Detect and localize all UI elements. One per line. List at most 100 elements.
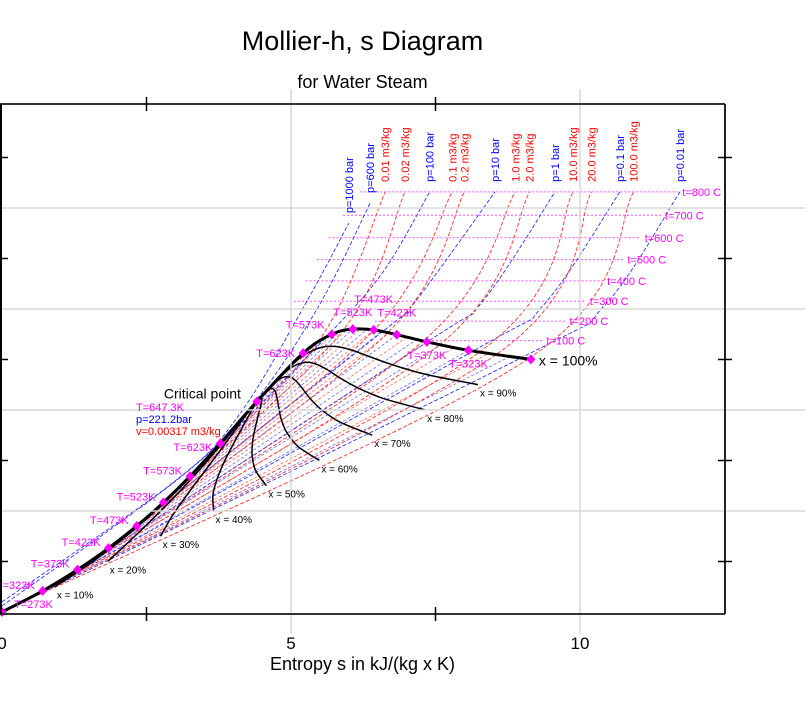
x-tick-label: 0: [0, 634, 7, 653]
quality-line: [256, 387, 320, 462]
quality-line: [160, 401, 258, 537]
saturated-vapor-label: T=423K: [377, 308, 416, 320]
chart-title: Mollier-h, s Diagram: [241, 26, 484, 56]
isobar-line: [1, 222, 350, 603]
saturated-liquid-label: T=423K: [62, 537, 101, 549]
isochore-line: [10, 191, 635, 609]
isochore-label: 20.0 m3/kg: [587, 127, 599, 181]
saturated-liquid-marker: [132, 520, 142, 531]
saturated-liquid-marker: [185, 471, 195, 482]
saturated-liquid-label: T=373K: [31, 559, 70, 571]
isochore-label: 0.01 m3/kg: [380, 127, 392, 181]
saturated-liquid-marker: [215, 438, 225, 449]
quality-line: [251, 397, 268, 487]
isotherm-label: t=700 C: [665, 210, 704, 222]
saturated-liquid-marker: [158, 497, 168, 508]
saturated-vapor-marker: [348, 324, 358, 335]
saturated-liquid-label: T=623K: [174, 442, 213, 454]
vapor-line-label: x = 100%: [539, 352, 598, 368]
isochore-label: 0.02 m3/kg: [400, 127, 412, 181]
isobar-line: [125, 191, 496, 536]
isochore-label: 0.2 m3/kg: [459, 134, 471, 182]
isobar-label: p=0.1 bar: [615, 135, 627, 182]
saturated-vapor-marker: [298, 348, 308, 359]
quality-label: x = 30%: [163, 540, 200, 551]
wet-isoline: [77, 341, 428, 571]
isotherm-label: t=100 C: [546, 336, 585, 348]
wet-isoline: [87, 339, 418, 563]
quality-label: x = 70%: [374, 439, 411, 450]
saturated-vapor-label: T=323K: [449, 358, 488, 370]
quality-line: [256, 376, 373, 436]
isotherm-label: t=500 C: [627, 255, 666, 267]
isochore-label: 2.0 m3/kg: [525, 134, 537, 182]
x-tick-label: 10: [571, 634, 590, 653]
isotherm-label: t=300 C: [590, 296, 629, 308]
isobar-line: [39, 191, 621, 594]
critical-temperature-label: T=647.3K: [136, 402, 185, 414]
quality-label: x = 80%: [427, 414, 464, 425]
isochore-label: 10.0 m3/kg: [568, 127, 580, 181]
isochore-line: [42, 191, 574, 592]
saturated-vapor-label: T=473K: [354, 294, 393, 306]
isotherm-label: t=600 C: [645, 233, 684, 245]
saturated-vapor-label: T=623K: [256, 348, 295, 360]
isochore-line: [122, 191, 465, 538]
isobar-label: p=100 bar: [425, 132, 437, 182]
isobar-label: p=10 bar: [490, 138, 502, 182]
isochore-label: 0.1 m3/kg: [447, 134, 459, 182]
saturated-vapor-label: T=523K: [333, 307, 372, 319]
critical-volume-label: v=0.00317 m3/kg: [136, 426, 221, 438]
isochore-label: 100.0 m3/kg: [629, 121, 641, 182]
isotherm-label: t=200 C: [570, 316, 609, 328]
plot-area: [1, 191, 681, 614]
isochore-line: [34, 191, 592, 596]
saturated-liquid-marker: [73, 564, 83, 575]
quality-label: x = 10%: [57, 591, 94, 602]
saturated-liquid-label: T=523K: [117, 491, 156, 503]
saturated-vapor-marker: [327, 329, 337, 340]
isotherm-label: t=800 C: [682, 187, 721, 199]
saturated-vapor-marker: [422, 336, 432, 347]
saturated-vapor-marker: [463, 345, 473, 356]
quality-line: [256, 361, 426, 411]
isochore-line: [90, 191, 516, 562]
saturated-liquid-marker: [38, 585, 48, 596]
wet-isoline: [136, 329, 374, 527]
wet-isoline: [42, 349, 469, 592]
saturated-liquid-marker: [103, 543, 113, 554]
quality-label: x = 40%: [216, 515, 253, 526]
quality-label: x = 20%: [110, 565, 147, 576]
saturated-vapor-label: T=373K: [407, 350, 446, 362]
saturated-vapor-marker: [392, 329, 402, 340]
critical-point-marker: [252, 396, 262, 407]
isobar-line: [77, 191, 556, 571]
isobar-line: [195, 191, 431, 471]
isochore-line: [136, 191, 453, 527]
critical-point-label: Critical point: [164, 386, 241, 402]
chart-subtitle: for Water Steam: [297, 72, 428, 92]
isochore-line: [77, 191, 531, 571]
saturated-vapor-marker: [369, 324, 379, 335]
quality-label: x = 50%: [268, 490, 305, 501]
isobar-label: p=600 bar: [365, 143, 377, 193]
x-axis-label: Entropy s in kJ/(kg x K): [269, 654, 456, 674]
isobar-label: p=0.01 bar: [675, 129, 687, 182]
saturated-liquid-label: T=323K: [0, 580, 35, 592]
quality-label: x = 90%: [480, 389, 517, 400]
critical-pressure-label: p=221.2bar: [136, 414, 192, 426]
saturated-liquid-label: T=473K: [90, 515, 129, 527]
saturated-vapor-marker: [526, 354, 536, 365]
isochore-line: [163, 191, 406, 503]
isochore-label: 1.0 m3/kg: [510, 134, 522, 182]
saturated-liquid-label: T=573K: [143, 465, 182, 477]
x-tick-label: 5: [286, 634, 295, 653]
wet-isoline: [97, 336, 408, 556]
isotherm-label: t=400 C: [607, 276, 646, 288]
saturated-liquid-label: T=273K: [14, 599, 53, 611]
isobar-label: p=1 bar: [550, 144, 562, 182]
quality-label: x = 60%: [321, 464, 358, 475]
isobar-label: p=1000 bar: [344, 157, 356, 213]
saturated-vapor-label: T=573K: [286, 319, 325, 331]
